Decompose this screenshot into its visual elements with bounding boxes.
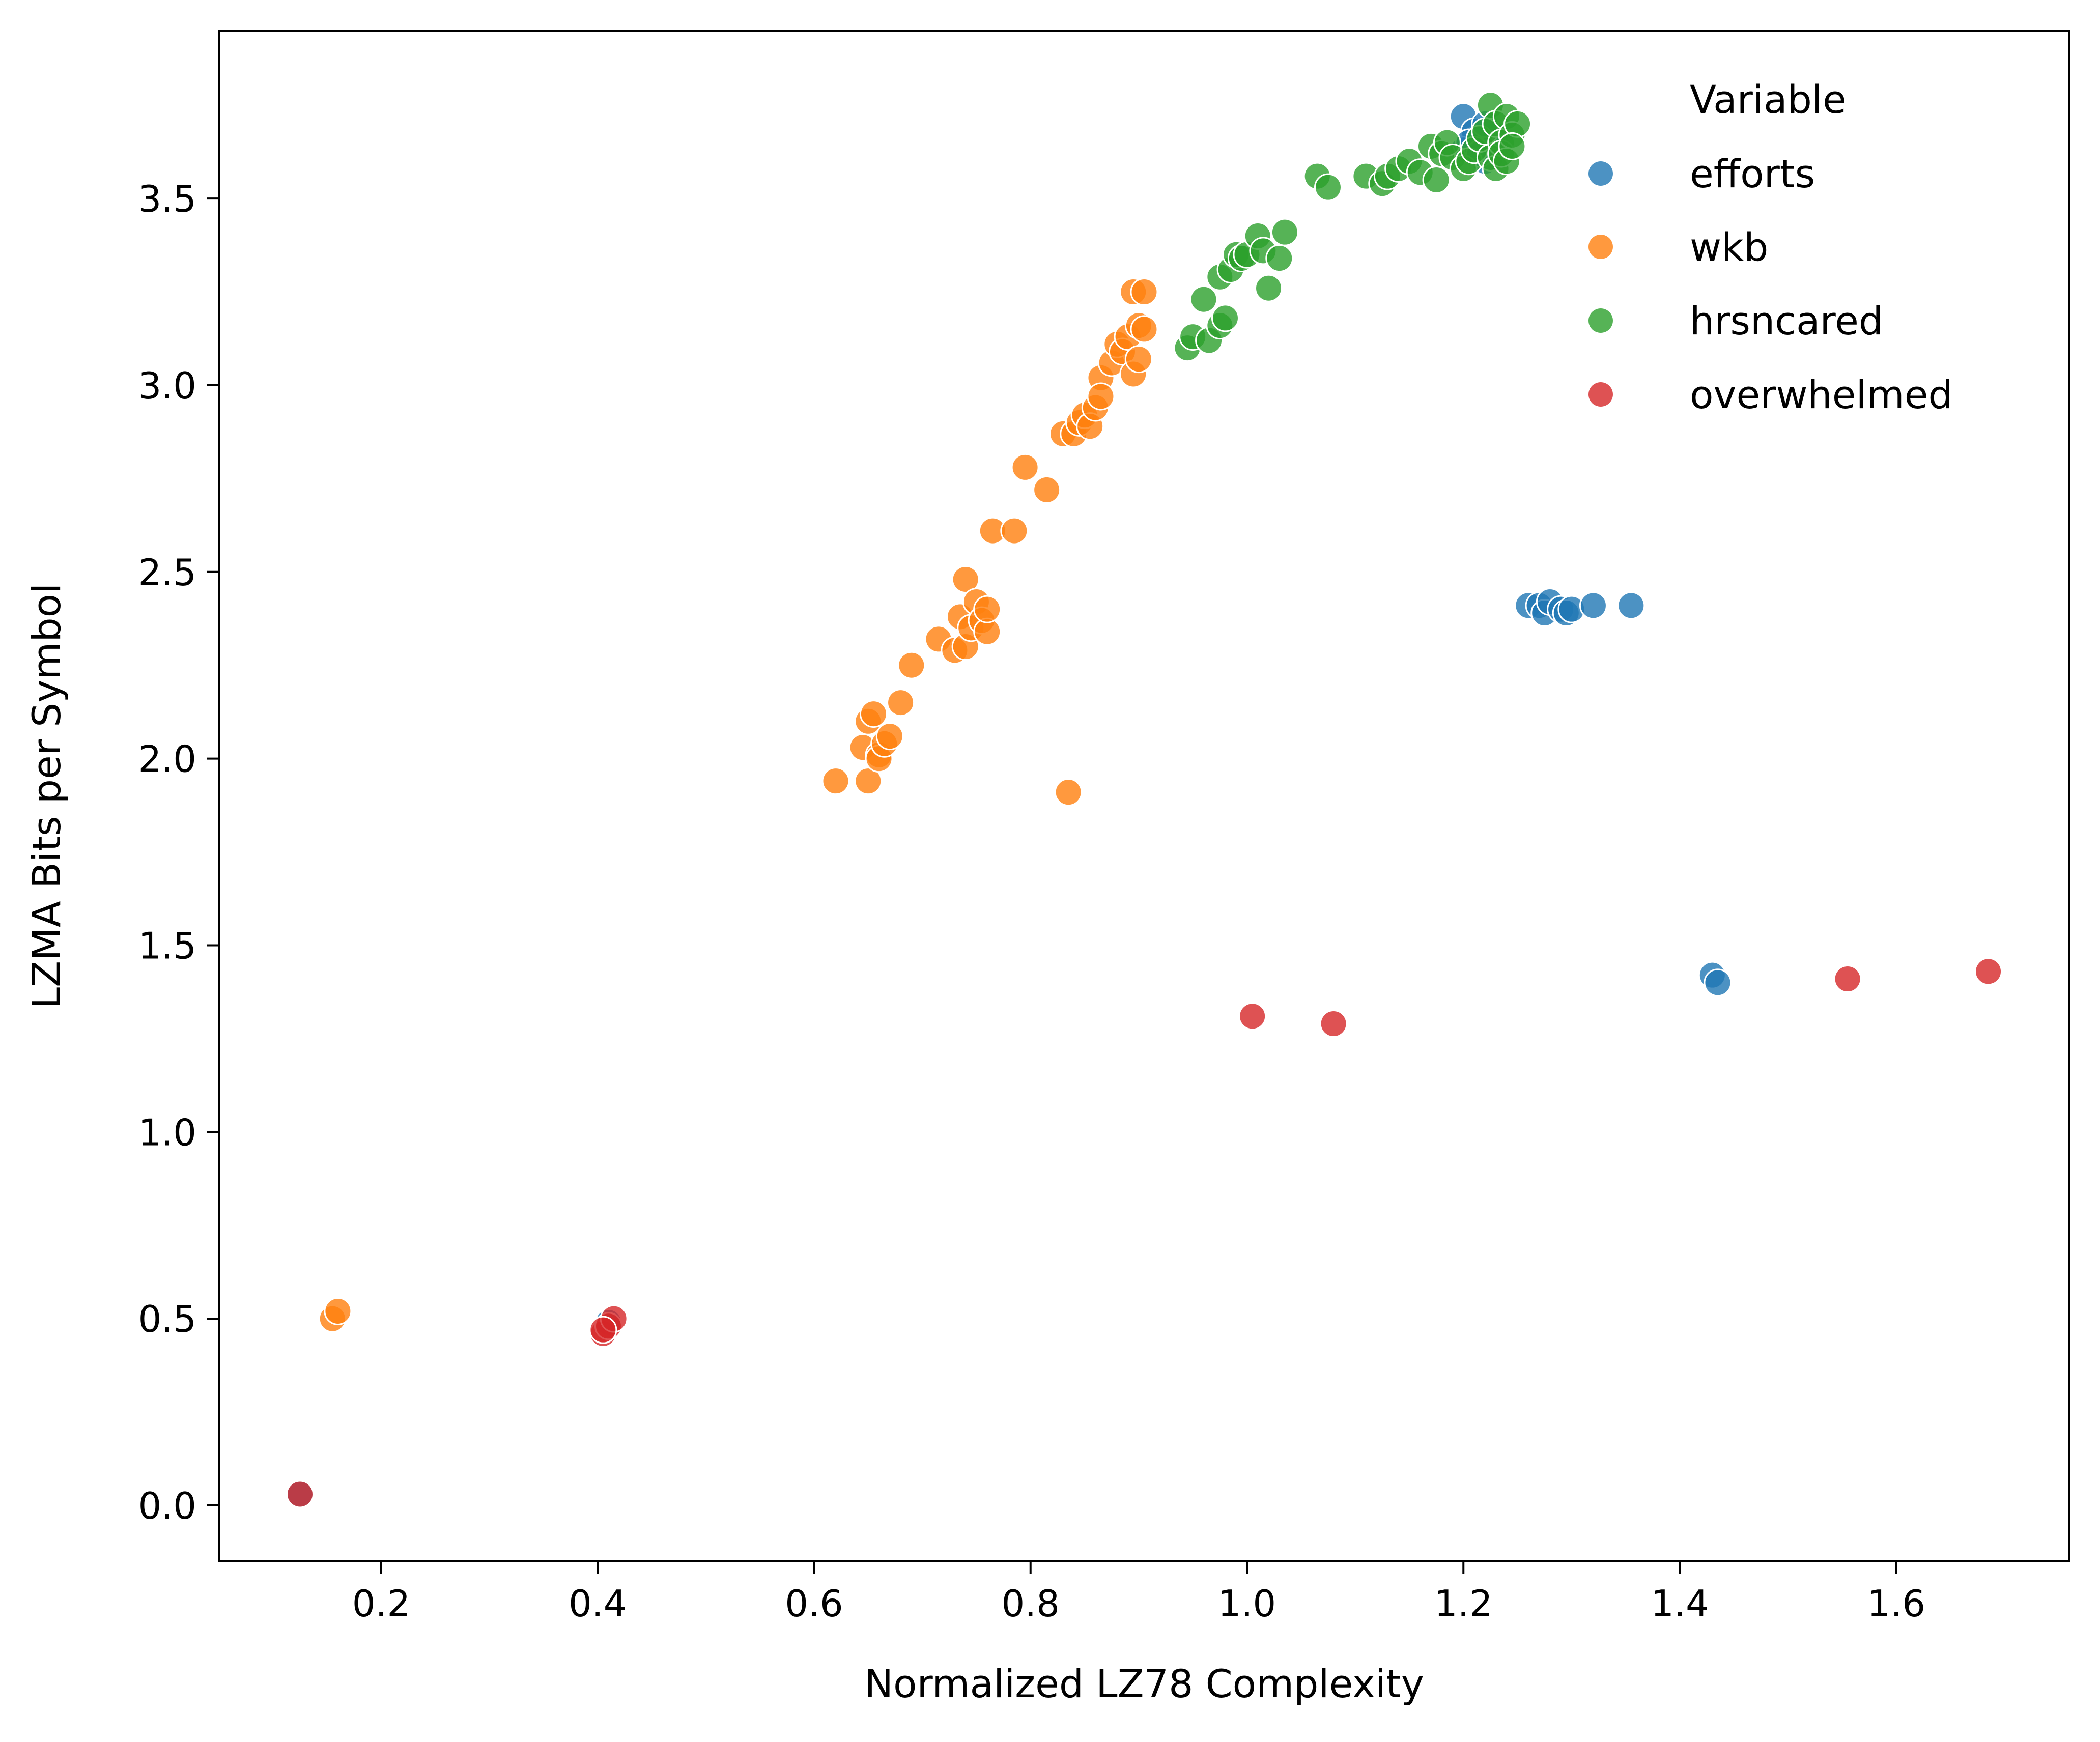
data-point-wkb [324,1297,352,1325]
y-tick-label: 2.5 [138,551,196,594]
data-point-overwhelmed [1833,964,1862,993]
data-point-hrsncared [1255,274,1283,302]
data-point-wkb [821,767,850,795]
series-wkb [318,278,1158,1333]
x-tick-label: 0.6 [785,1582,843,1625]
y-tick-label: 3.0 [138,364,196,407]
legend-marker-hrsncared [1588,308,1613,333]
y-tick-label: 0.0 [138,1484,196,1527]
plot-frame [218,30,2070,1562]
data-point-hrsncared [1314,173,1342,202]
legend-label-overwhelmed: overwhelmed [1690,372,1953,417]
y-tick-label: 0.5 [138,1298,196,1340]
y-axis-ticks: 0.0 0.5 1.0 1.5 2.0 2.5 3.0 3.5 [138,178,219,1527]
legend-entry-hrsncared: hrsncared [1588,298,1883,344]
legend-marker-efforts [1588,161,1613,186]
data-point-wkb [973,595,1002,623]
series-hrsncared [1173,91,1532,362]
data-point-hrsncared [1422,165,1451,194]
x-tick-label: 1.2 [1434,1582,1493,1625]
legend-entry-wkb: wkb [1588,224,1768,270]
legend-entry-efforts: efforts [1588,151,1815,196]
data-point-hrsncared [1498,132,1526,160]
data-point-wkb [1130,315,1158,344]
y-tick-label: 1.0 [138,1111,196,1154]
x-axis-label: Normalized LZ78 Complexity [864,1661,1424,1706]
data-point-wkb [1011,453,1039,481]
data-point-hrsncared [1211,304,1239,332]
data-point-wkb [887,689,915,717]
x-tick-label: 1.0 [1218,1582,1276,1625]
data-point-wkb [875,722,904,751]
y-tick-label: 3.5 [138,178,196,220]
data-point-hrsncared [1265,244,1294,273]
y-tick-label: 2.0 [138,738,196,781]
data-point-efforts [1579,591,1607,620]
legend: Variable efforts wkb hrsncared overwhelm… [1588,77,1953,417]
legend-label-efforts: efforts [1690,151,1815,196]
data-point-wkb [1124,345,1153,374]
data-point-overwhelmed [1319,1010,1348,1038]
data-point-overwhelmed [589,1316,617,1344]
series-overwhelmed [286,957,2003,1508]
legend-marker-wkb [1588,235,1613,259]
data-point-wkb [897,651,926,679]
x-axis-ticks: 0.2 0.4 0.6 0.8 1.0 1.2 1.4 1.6 [352,1561,1925,1625]
data-point-overwhelmed [286,1480,314,1508]
data-point-efforts [1617,591,1645,620]
legend-label-wkb: wkb [1690,224,1768,270]
data-point-wkb [1087,382,1115,411]
x-tick-label: 0.8 [1001,1582,1060,1625]
legend-entry-overwhelmed: overwhelmed [1588,372,1953,417]
data-point-hrsncared [1189,285,1218,313]
legend-title: Variable [1690,77,1847,122]
x-tick-label: 0.2 [352,1582,411,1625]
data-point-wkb [859,700,888,728]
data-point-wkb [1033,475,1061,504]
data-point-overwhelmed [1238,1002,1267,1031]
legend-label-hrsncared: hrsncared [1690,298,1883,344]
x-tick-label: 1.6 [1867,1582,1926,1625]
y-tick-label: 1.5 [138,924,196,967]
x-tick-label: 0.4 [569,1582,627,1625]
y-axis-label: LZMA Bits per Symbol [24,583,69,1009]
data-point-wkb [951,565,980,593]
data-point-wkb [1130,278,1158,306]
data-point-hrsncared [1270,218,1299,246]
data-point-wkb [1000,517,1029,545]
x-tick-label: 1.4 [1651,1582,1709,1625]
data-points [286,91,2003,1508]
data-point-wkb [1054,778,1083,807]
data-point-overwhelmed [1974,957,2003,986]
data-point-efforts [1704,968,1732,997]
legend-marker-overwhelmed [1588,382,1613,407]
data-point-wkb [854,767,883,795]
